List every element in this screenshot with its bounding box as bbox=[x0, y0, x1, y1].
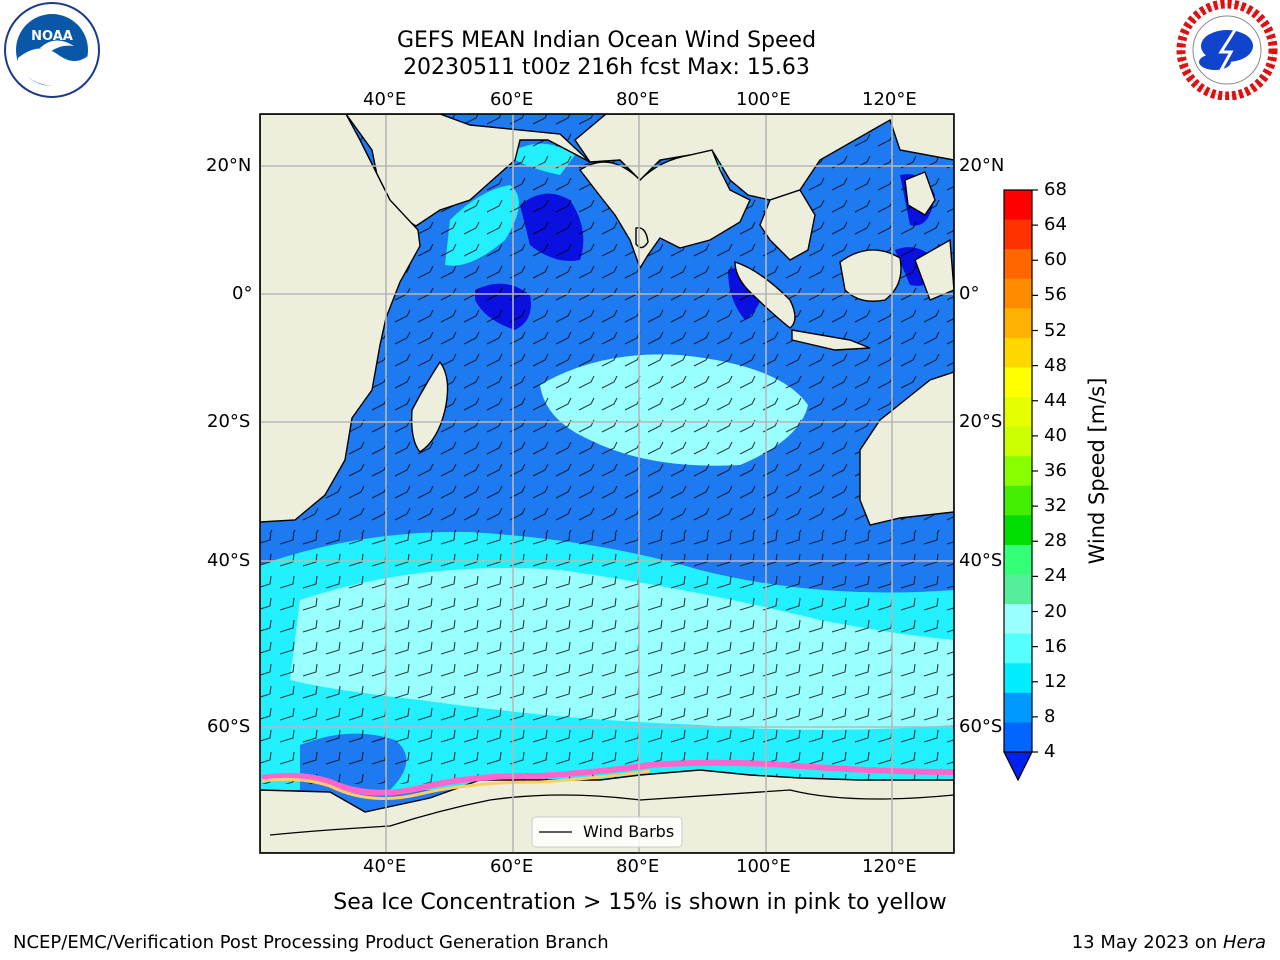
colorbar-tick-label: 36 bbox=[1044, 460, 1067, 481]
colorbar-segment bbox=[1004, 515, 1032, 546]
noaa-logo: NOAA bbox=[4, 2, 100, 98]
map-title-line1: GEFS MEAN Indian Ocean Wind Speed bbox=[396, 28, 817, 53]
colorbar-tick-label: 12 bbox=[1044, 670, 1067, 692]
colorbar-segment bbox=[1004, 397, 1032, 428]
noaa-logo-text: NOAA bbox=[31, 29, 73, 44]
colorbar-extend-arrow bbox=[1003, 751, 1033, 782]
colorbar-tick-label: 48 bbox=[1044, 354, 1067, 376]
colorbar-segment bbox=[1004, 485, 1032, 516]
colorbar-segment bbox=[1004, 190, 1032, 221]
footer-date: 13 May 2023 on bbox=[1071, 932, 1223, 953]
colorbar-tick-label: 32 bbox=[1044, 495, 1067, 517]
colorbar-tick-label: 64 bbox=[1044, 214, 1067, 236]
lon-tick-top: 80°E bbox=[616, 89, 660, 110]
colorbar-segment bbox=[1004, 337, 1032, 368]
footer-right: 13 May 2023 on Hera bbox=[1072, 932, 1266, 953]
lon-tick-top: 120°E bbox=[862, 89, 917, 110]
footer-machine: Hera bbox=[1222, 932, 1266, 953]
lon-tick-top: 40°E bbox=[363, 89, 407, 110]
colorbar-tick-label: 8 bbox=[1044, 705, 1056, 727]
colorbar-label: Wind Speed [m/s] bbox=[1085, 377, 1109, 565]
colorbar-tick-label: 40 bbox=[1044, 424, 1067, 446]
colorbar-segment bbox=[1004, 633, 1032, 664]
colorbar-tick-label: 68 bbox=[1044, 179, 1067, 200]
colorbar-segment bbox=[1004, 544, 1032, 576]
lat-tick-right: 60°S bbox=[959, 716, 1003, 737]
colorbar-segment bbox=[1004, 692, 1032, 723]
lat-tick-right: 20°S bbox=[959, 411, 1003, 432]
sea-ice-caption: Sea Ice Concentration > 15% is shown in … bbox=[333, 890, 947, 915]
lat-tick-left: 40°S bbox=[207, 550, 251, 571]
colorbar-tick-label: 24 bbox=[1044, 565, 1067, 587]
lon-tick-bottom: 60°E bbox=[490, 856, 534, 877]
colorbar-segment bbox=[1004, 249, 1032, 280]
map-field bbox=[260, 114, 954, 853]
lon-tick-bottom: 80°E bbox=[616, 856, 660, 877]
lon-tick-top: 100°E bbox=[736, 89, 791, 110]
colorbar-tick-label: 20 bbox=[1044, 600, 1067, 622]
colorbar-segment bbox=[1004, 663, 1032, 694]
colorbar-segment bbox=[1004, 278, 1032, 309]
colorbar-segment bbox=[1004, 722, 1032, 753]
lat-tick-left: 20°S bbox=[207, 411, 251, 432]
wind-barbs-legend-label: Wind Barbs bbox=[583, 822, 675, 841]
lat-tick-right: 40°S bbox=[959, 550, 1003, 571]
map-title-line2: 20230511 t00z 216h fcst Max: 15.63 bbox=[403, 55, 810, 80]
lat-tick-left: 60°S bbox=[207, 716, 251, 737]
nws-logo bbox=[1176, 0, 1278, 100]
lon-tick-bottom: 40°E bbox=[363, 856, 407, 877]
colorbar-segment bbox=[1004, 308, 1032, 339]
lat-tick-left: 20°N bbox=[206, 155, 252, 176]
lat-tick-left: 0° bbox=[232, 283, 253, 304]
lat-tick-right: 0° bbox=[959, 283, 980, 304]
colorbar-tick-label: 4 bbox=[1044, 741, 1056, 762]
colorbar-tick-label: 16 bbox=[1044, 635, 1067, 657]
colorbar-segment bbox=[1004, 604, 1032, 635]
colorbar-tick-label: 52 bbox=[1044, 319, 1067, 341]
colorbar bbox=[1003, 189, 1038, 782]
lon-tick-bottom: 100°E bbox=[736, 856, 791, 877]
colorbar-segment bbox=[1004, 367, 1032, 398]
colorbar-tick-label: 60 bbox=[1044, 249, 1067, 271]
wind-barbs-legend bbox=[531, 816, 683, 848]
colorbar-tick-label: 56 bbox=[1044, 284, 1067, 306]
colorbar-tick-label: 28 bbox=[1044, 530, 1067, 552]
colorbar-segment bbox=[1004, 219, 1032, 250]
map-frame bbox=[259, 113, 955, 854]
lon-tick-bottom: 120°E bbox=[862, 856, 917, 877]
lat-tick-right: 20°N bbox=[959, 155, 1005, 176]
colorbar-segment bbox=[1004, 456, 1032, 487]
colorbar-segment bbox=[1004, 426, 1032, 457]
footer-left: NCEP/EMC/Verification Post Processing Pr… bbox=[13, 932, 609, 953]
colorbar-segment bbox=[1004, 574, 1032, 605]
lon-tick-top: 60°E bbox=[490, 89, 534, 110]
colorbar-tick-label: 44 bbox=[1044, 389, 1067, 411]
map-gridlines bbox=[260, 114, 954, 853]
